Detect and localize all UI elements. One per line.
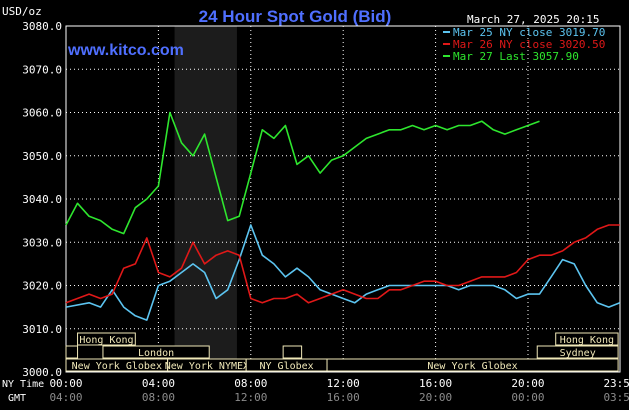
gmt-tick-label: 16:00 (327, 391, 360, 404)
gmt-tick-label: 08:00 (142, 391, 175, 404)
series-lines (65, 111, 621, 321)
session-label: Hong Kong (79, 335, 133, 346)
session-bar (536, 345, 619, 359)
gmt-tick-label: 00:00 (511, 391, 544, 404)
x-tick-label: 23:59 (603, 377, 629, 390)
session-bar (102, 345, 210, 359)
x-tick-label: 04:00 (142, 377, 175, 390)
session-label: Sydney (560, 348, 596, 359)
highlight-region (174, 26, 237, 372)
legend-entry: Mar 25 NY close 3019.70 (453, 26, 605, 39)
chart-title: 24 Hour Spot Gold (Bid) (199, 7, 392, 26)
x-axis-ticks: 00:0004:0004:0008:0008:0012:0012:0016:00… (49, 377, 629, 404)
session-bar (555, 332, 619, 346)
session-bar (282, 345, 303, 359)
y-tick-label: 3040.0 (22, 193, 62, 206)
session-label: NY Globex (260, 361, 314, 372)
y-axis-ticks: 3000.0 3010.0 3020.0 3030.0 3040.0 3050.0 3060… (22, 20, 62, 379)
gmt-label: GMT (8, 393, 26, 404)
y-tick-label: 3050.0 (22, 150, 62, 163)
session-label: Hong Kong (560, 335, 614, 346)
y-tick-label: 3080.0 (22, 20, 62, 33)
y-tick-label: 3030.0 (22, 236, 62, 249)
x-tick-label: 12:00 (327, 377, 360, 390)
session-bar (326, 358, 619, 372)
ny-session-highlight (174, 26, 237, 372)
plot-border (65, 25, 621, 373)
legend-entry: Mar 27 Last 3057.90 (453, 50, 579, 63)
chart-datetime: March 27, 2025 20:15 (467, 13, 599, 26)
session-label: London (138, 348, 174, 359)
y-tick-label: 3070.0 (22, 63, 62, 76)
y-tick-label: 3060.0 (22, 107, 62, 120)
session-bar (77, 332, 136, 346)
gmt-tick-label: 20:00 (419, 391, 452, 404)
session-label: New York Globex (427, 361, 517, 372)
y-tick-label: 3010.0 (22, 323, 62, 336)
x-tick-label: 08:00 (234, 377, 267, 390)
session-label: New York NYMEX (165, 361, 249, 372)
x-tick-label: 00:00 (49, 377, 82, 390)
session-bar (65, 345, 79, 359)
x-tick-label: 16:00 (419, 377, 452, 390)
y-unit-label: USD/oz (2, 5, 42, 18)
y-tick-label: 3000.0 (22, 366, 62, 379)
series-line-1 (65, 224, 620, 304)
session-label: New York Globex (72, 361, 162, 372)
y-tick-label: 3020.0 (22, 280, 62, 293)
gmt-tick-label: 03:59 (603, 391, 629, 404)
gmt-tick-label: 04:00 (49, 391, 82, 404)
ny-time-label: NY Time (2, 379, 44, 390)
market-sessions: Hong Kong Hong Kong London Sydney New York G… (65, 332, 619, 372)
brand-watermark: www.kitco.com (67, 42, 184, 59)
x-tick-label: 20:00 (511, 377, 544, 390)
gmt-tick-label: 12:00 (234, 391, 267, 404)
series-line-0 (65, 224, 621, 321)
series-line-2 (65, 111, 540, 235)
legend-entry: Mar 26 NY close 3020.50 (453, 38, 605, 51)
